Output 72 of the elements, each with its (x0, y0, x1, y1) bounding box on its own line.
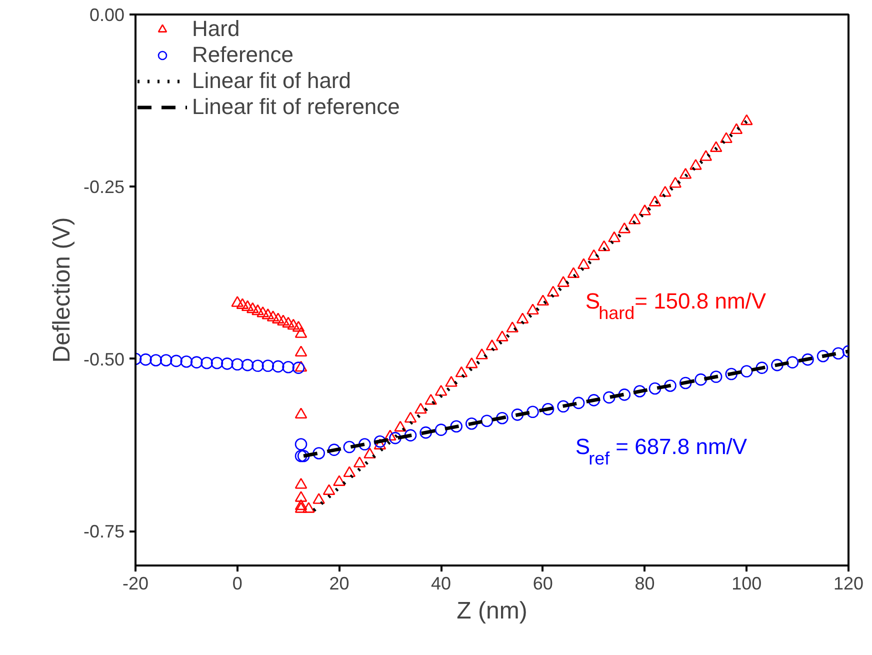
point (241, 358, 254, 372)
point (816, 350, 830, 362)
x-tick-label: 120 (833, 574, 864, 594)
point (374, 435, 386, 448)
point (420, 426, 432, 439)
point (634, 385, 646, 398)
point (756, 362, 768, 374)
point (294, 438, 308, 450)
point (572, 396, 585, 410)
point (602, 391, 616, 404)
point (404, 429, 417, 442)
point (160, 354, 172, 366)
x-tick-label: 60 (532, 574, 553, 594)
point (648, 382, 662, 395)
x-tick-label: -20 (122, 574, 149, 594)
x-tick-label: 100 (732, 574, 762, 594)
point (200, 356, 213, 370)
y-tick-label: 0.00 (89, 5, 125, 25)
point (740, 365, 753, 378)
point (679, 376, 692, 390)
point (725, 368, 738, 380)
point (262, 360, 274, 372)
point (252, 360, 264, 372)
point (358, 438, 371, 450)
legend-label: Linear fit of hard (192, 68, 351, 94)
y-tick-label: -0.75 (83, 522, 125, 542)
y-tick-label: -0.50 (83, 349, 125, 370)
point (465, 417, 478, 430)
y-axis-title: Deflection (V) (48, 217, 76, 363)
point (664, 380, 676, 392)
point (450, 420, 462, 433)
x-tick-label: 40 (431, 574, 452, 594)
point (140, 353, 152, 366)
point (282, 361, 294, 374)
point (328, 444, 340, 456)
x-tick-label: 20 (329, 574, 350, 594)
legend-label: Reference (192, 42, 294, 68)
point (434, 424, 448, 436)
point (190, 356, 203, 368)
point (542, 403, 554, 416)
point (221, 358, 234, 370)
point (150, 354, 162, 366)
point (588, 394, 600, 406)
point (272, 360, 284, 373)
point (389, 432, 402, 444)
point (618, 388, 631, 401)
point (292, 362, 305, 374)
point (832, 347, 844, 360)
point (557, 400, 570, 413)
point (312, 447, 325, 460)
point (343, 440, 356, 454)
point (480, 414, 494, 427)
legend-label: Hard (192, 16, 240, 42)
y-tick-label: -0.25 (83, 177, 125, 198)
point (231, 358, 244, 371)
point (297, 450, 310, 462)
x-axis-title: Z (nm) (456, 598, 528, 624)
point (496, 412, 508, 424)
point (180, 355, 193, 368)
point (526, 406, 539, 418)
legend-label: Linear fit of reference (192, 94, 400, 120)
x-tick-label: 80 (634, 574, 655, 594)
point (511, 408, 524, 421)
point (210, 356, 224, 370)
x-tick-label: 0 (232, 574, 242, 594)
point (170, 354, 182, 368)
point (786, 356, 799, 368)
point (802, 353, 814, 366)
point (710, 370, 722, 383)
point (771, 358, 784, 372)
point (294, 450, 308, 462)
point (694, 373, 707, 386)
